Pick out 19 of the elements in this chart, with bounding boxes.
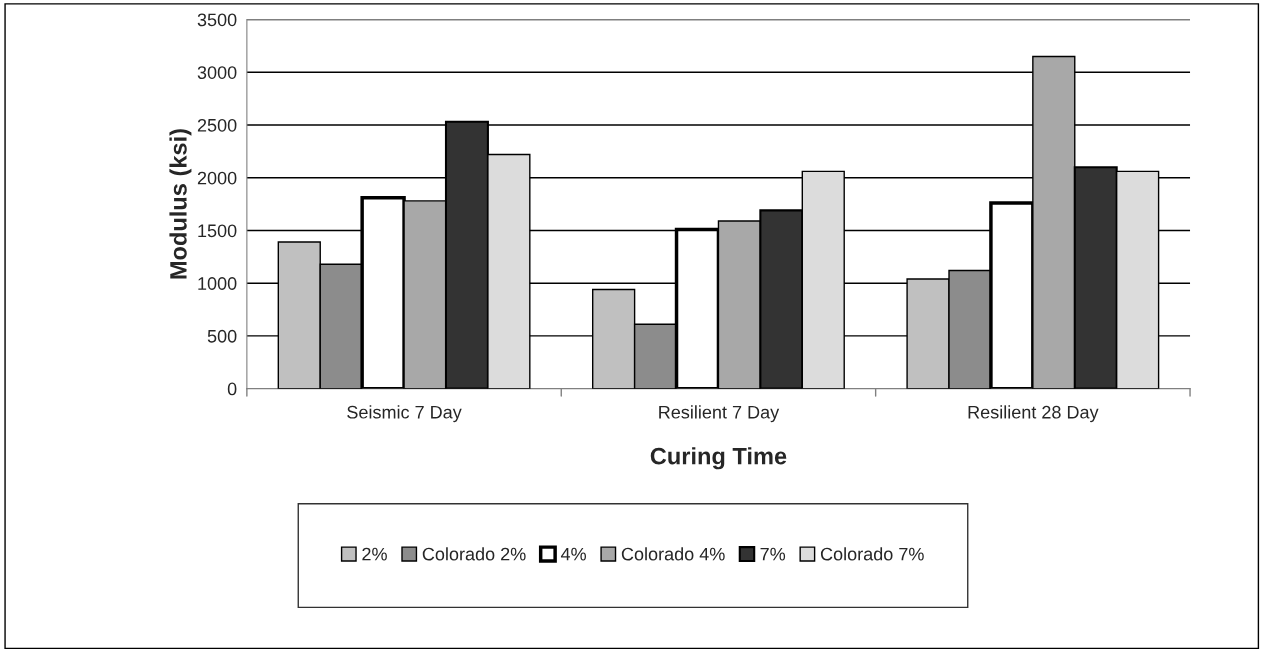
y-tick-label: 1500: [198, 224, 237, 238]
x-tick-label: Seismic 7 Day: [347, 405, 462, 423]
legend-label: 2%: [362, 547, 387, 561]
x-tick-label: Resilient 28 Day: [968, 405, 1099, 423]
x-tick-label: Resilient 7 Day: [659, 405, 780, 423]
y-tick-label: 0: [227, 382, 237, 396]
y-axis-title: Modulus (ksi): [169, 129, 192, 279]
x-axis-title: Curing Time: [650, 447, 787, 470]
y-tick-label: 500: [207, 329, 237, 343]
y-tick-label: 2000: [197, 171, 237, 185]
legend-label: Colorado 2%: [422, 547, 526, 561]
y-tick-label: 3500: [197, 13, 237, 27]
y-tick-label: 3000: [197, 66, 237, 79]
legend-label: Colorado 4%: [621, 547, 725, 561]
legend-label: 4%: [560, 547, 586, 561]
y-tick-label: 2500: [197, 118, 237, 132]
legend-label: Colorado 7%: [820, 547, 924, 561]
legend-label: 7%: [760, 547, 786, 561]
y-tick-label: 1000: [198, 277, 237, 290]
